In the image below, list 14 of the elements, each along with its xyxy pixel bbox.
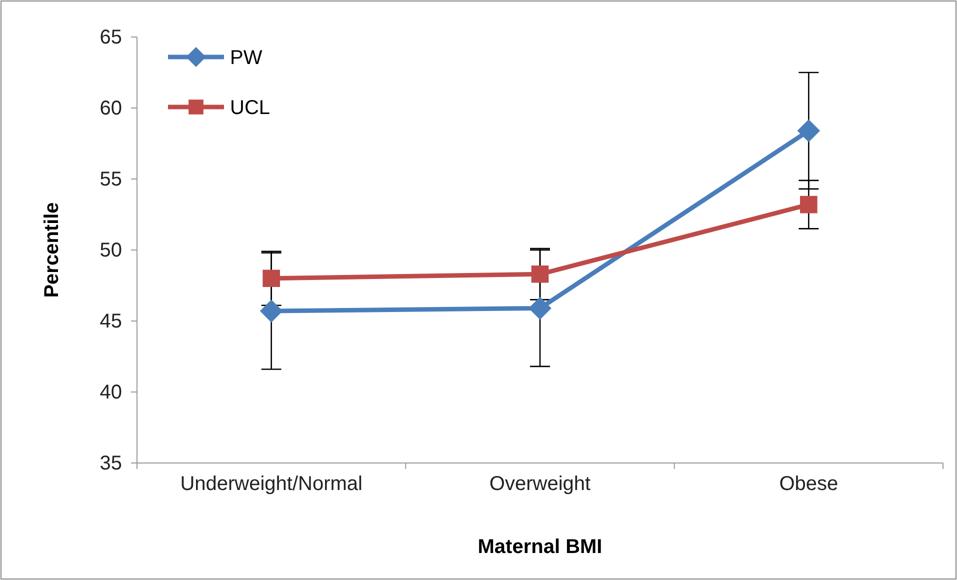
x-tick-label: Underweight/Normal <box>180 473 362 495</box>
y-tick-label: 45 <box>100 310 122 332</box>
y-tick-label: 50 <box>100 239 122 262</box>
y-tick-label: 40 <box>100 381 122 404</box>
x-tick-label: Obese <box>779 473 838 495</box>
y-axis-title: Percentile <box>41 202 63 298</box>
y-tick-label: 65 <box>100 26 122 48</box>
x-axis-title: Maternal BMI <box>478 536 602 558</box>
y-tick-label: 60 <box>100 97 122 120</box>
legend-label: UCL <box>230 97 270 119</box>
legend-label: PW <box>230 47 262 69</box>
y-tick-label: 35 <box>100 452 122 474</box>
x-tick-label: Overweight <box>489 473 592 495</box>
y-tick-label: 55 <box>100 168 122 190</box>
